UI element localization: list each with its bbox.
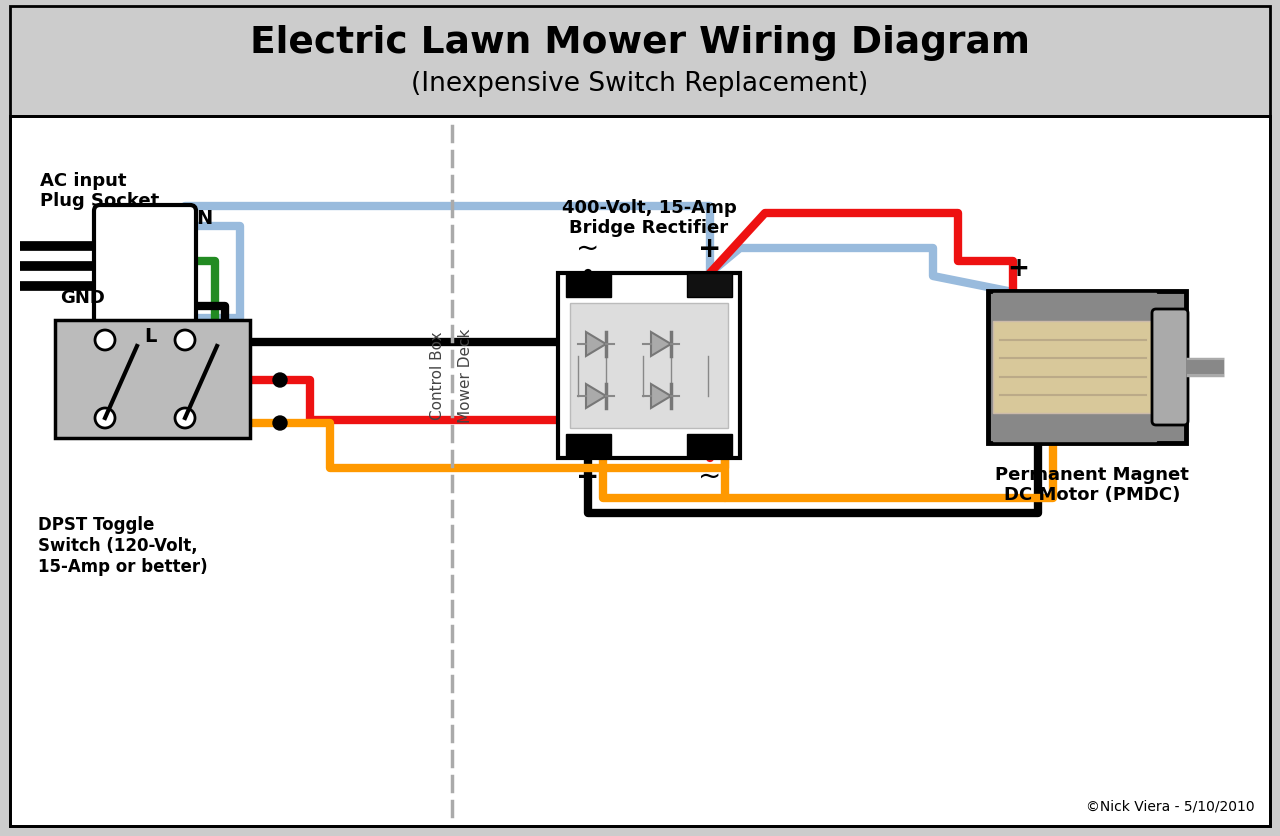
Text: (Inexpensive Switch Replacement): (Inexpensive Switch Replacement)	[411, 71, 869, 97]
Bar	[55, 320, 250, 438]
Bar	[566, 273, 611, 297]
Circle shape	[273, 373, 287, 387]
Circle shape	[95, 408, 115, 428]
Bar	[988, 291, 1187, 443]
Bar	[993, 413, 1156, 441]
Circle shape	[95, 330, 115, 350]
Polygon shape	[652, 332, 671, 356]
Polygon shape	[652, 384, 671, 408]
Text: Permanent Magnet
DC Motor (PMDC): Permanent Magnet DC Motor (PMDC)	[995, 466, 1189, 504]
Text: AC input
Plug Socket: AC input Plug Socket	[40, 171, 159, 211]
Bar	[566, 434, 611, 458]
Text: ©Nick Viera - 5/10/2010: ©Nick Viera - 5/10/2010	[1087, 800, 1254, 814]
Text: +: +	[1007, 256, 1029, 282]
Bar	[993, 321, 1156, 413]
Bar	[993, 293, 1156, 321]
Text: L: L	[143, 328, 156, 346]
Polygon shape	[586, 384, 605, 408]
Text: ~: ~	[576, 235, 600, 263]
Text: 400-Volt, 15-Amp
Bridge Rectifier: 400-Volt, 15-Amp Bridge Rectifier	[562, 199, 736, 237]
Circle shape	[273, 416, 287, 430]
Text: DPST Toggle
Switch (120-Volt,
15-Amp or better): DPST Toggle Switch (120-Volt, 15-Amp or …	[38, 516, 207, 576]
Circle shape	[175, 330, 195, 350]
Polygon shape	[586, 332, 605, 356]
Text: N: N	[196, 210, 212, 228]
FancyBboxPatch shape	[93, 205, 196, 327]
Text: ~: ~	[699, 463, 722, 491]
Bar	[558, 273, 740, 458]
Bar	[687, 273, 732, 297]
Bar	[687, 434, 732, 458]
Bar	[10, 116, 1270, 826]
Text: GND: GND	[60, 289, 105, 307]
Text: +: +	[699, 235, 722, 263]
Bar	[570, 303, 728, 428]
Text: Mower Deck: Mower Deck	[458, 329, 474, 423]
Text: Electric Lawn Mower Wiring Diagram: Electric Lawn Mower Wiring Diagram	[250, 25, 1030, 61]
Text: −: −	[576, 463, 599, 491]
Text: Control Box: Control Box	[430, 332, 445, 421]
FancyBboxPatch shape	[1152, 309, 1188, 425]
Circle shape	[175, 408, 195, 428]
